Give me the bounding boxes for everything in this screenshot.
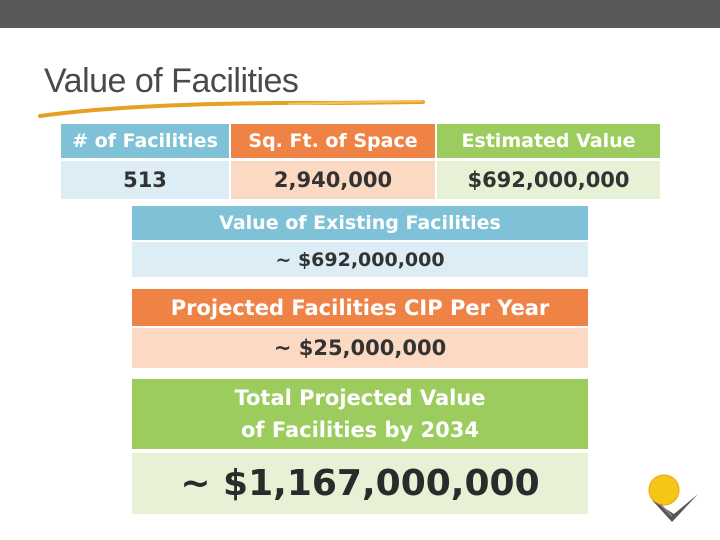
header-estimated-value: Estimated Value	[437, 124, 660, 158]
cip-label: Projected Facilities CIP Per Year	[132, 289, 588, 326]
header-square-feet: Sq. Ft. of Space	[231, 124, 435, 158]
value-square-feet: 2,940,000	[231, 161, 435, 199]
value-estimated-value: $692,000,000	[437, 161, 660, 199]
existing-facilities-value: ~ $692,000,000	[132, 242, 588, 277]
value-facilities-count: 513	[61, 161, 229, 199]
cip-value: ~ $25,000,000	[132, 328, 588, 368]
sun-bird-logo-icon	[648, 474, 698, 522]
total-projected-label: Total Projected Value of Facilities by 2…	[132, 379, 588, 449]
total-projected-value: ~ $1,167,000,000	[132, 453, 588, 514]
existing-facilities-label: Value of Existing Facilities	[132, 206, 588, 240]
title-underline	[38, 100, 425, 118]
top-bar	[0, 0, 720, 28]
total-label-line2: of Facilities by 2034	[241, 418, 479, 442]
total-label-line1: Total Projected Value	[234, 386, 486, 410]
slide-title: Value of Facilities	[44, 62, 299, 100]
header-facilities-count: # of Facilities	[61, 124, 229, 158]
